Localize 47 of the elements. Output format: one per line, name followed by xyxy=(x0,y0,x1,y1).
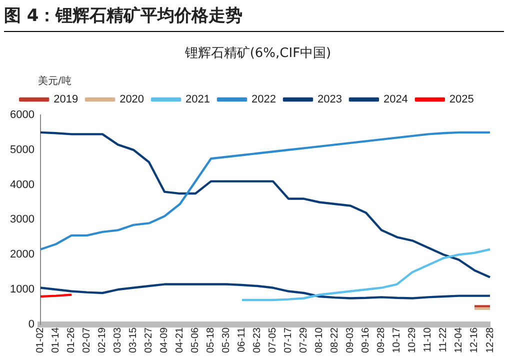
x-tick-label: 02-07 xyxy=(82,326,93,353)
x-tick-label: 03-03 xyxy=(112,326,124,353)
legend-label: 2019 xyxy=(54,94,78,106)
x-tick-label: 02-19 xyxy=(97,326,108,353)
x-tick-label: 08-22 xyxy=(330,326,341,353)
legend-label: 2021 xyxy=(186,94,210,106)
y-tick-label: 5000 xyxy=(10,144,34,156)
x-tick-label: 11-10 xyxy=(422,326,434,352)
x-tick-label: 05-06 xyxy=(190,326,202,353)
legend-label: 2020 xyxy=(120,94,144,106)
x-tick-label: 03-15 xyxy=(128,326,140,353)
x-tick-label: 07-29 xyxy=(298,326,310,353)
x-tick-label: 09-16 xyxy=(360,326,372,353)
x-tick-label: 11-22 xyxy=(438,326,450,352)
y-tick-label: 0 xyxy=(28,318,34,330)
x-tick-label: 04-09 xyxy=(159,326,170,353)
x-tick-label: 07-05 xyxy=(268,326,279,353)
x-tick-label: 10-29 xyxy=(407,326,418,353)
x-tick-label: 09-03 xyxy=(345,326,356,353)
x-tick-label: 05-18 xyxy=(206,326,217,353)
y-tick-label: 1000 xyxy=(10,284,34,296)
legend-label: 2024 xyxy=(383,94,408,106)
x-tick-label: 01-02 xyxy=(35,326,46,353)
x-tick-label: 04-21 xyxy=(174,326,186,353)
y-axis-title: 美元/吨 xyxy=(38,74,72,88)
legend-label: 2025 xyxy=(449,94,474,106)
x-tick-label: 08-10 xyxy=(314,326,326,353)
chart-title: 图 4：锂辉石精矿平均价格走势 xyxy=(4,4,504,32)
x-tick-label: 06-23 xyxy=(252,326,264,353)
x-tick-label: 12-04 xyxy=(454,326,465,353)
y-tick-label: 3000 xyxy=(10,214,34,226)
x-tick-label: 12-28 xyxy=(484,326,496,353)
x-tick-label: 12-16 xyxy=(469,326,480,353)
x-tick-label: 10-17 xyxy=(392,326,403,353)
y-tick-label: 2000 xyxy=(10,248,34,261)
y-tick-label: 4000 xyxy=(10,178,34,191)
legend-label: 2022 xyxy=(252,94,276,106)
x-tick-label: 06-11 xyxy=(236,326,248,352)
x-tick-label: 05-30 xyxy=(221,326,232,353)
x-tick-label: 07-17 xyxy=(283,326,294,353)
x-tick-label: 03-27 xyxy=(144,326,155,353)
x-tick-label: 09-28 xyxy=(376,326,388,353)
legend-label: 2023 xyxy=(317,94,342,106)
y-tick-label: 6000 xyxy=(10,109,34,122)
x-tick-label: 01-26 xyxy=(66,326,78,353)
x-tick-label: 01-14 xyxy=(50,326,62,353)
chart-subtitle: 锂辉石精矿(6%,CIF中国) xyxy=(184,45,332,62)
